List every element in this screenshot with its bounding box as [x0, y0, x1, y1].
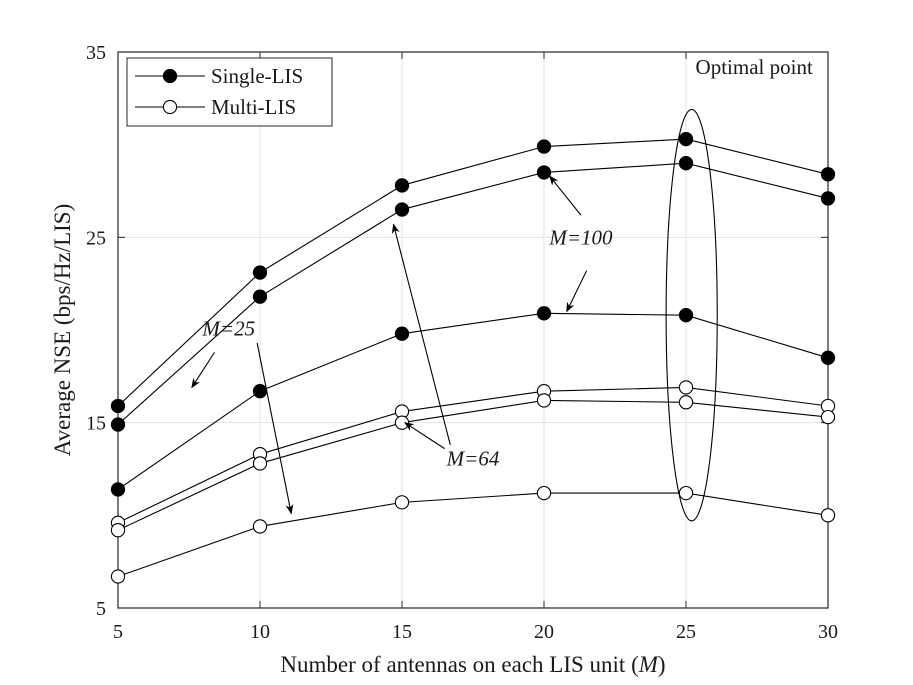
data-point-single-lis	[536, 165, 552, 180]
x-tick-label: 5	[113, 621, 123, 643]
data-point-single-lis	[536, 306, 552, 321]
optimal-point-ellipse	[665, 108, 718, 522]
data-point-multi-lis	[820, 508, 836, 523]
data-point-multi-lis	[252, 456, 268, 471]
annotations: Optimal point M=100 M=64 M=25	[191, 55, 813, 522]
legend-label: Multi-LIS	[211, 95, 296, 119]
data-point-single-lis	[252, 384, 268, 399]
series-line	[117, 386, 829, 524]
series-line	[117, 399, 829, 531]
plot-area-frame	[117, 51, 829, 609]
series-line	[117, 492, 829, 578]
x-tick-label: 20	[534, 621, 554, 643]
data-point-single-lis	[252, 265, 268, 280]
optimal-point-label: Optimal point	[696, 55, 813, 79]
data-point-single-lis	[820, 350, 836, 365]
series-line	[117, 162, 829, 425]
y-tick-label: 15	[86, 413, 106, 435]
data-point-multi-lis	[536, 393, 552, 408]
annotation-m64: M=64	[446, 446, 500, 470]
annotation-arrow	[256, 342, 294, 515]
annotation-m25: M=25	[201, 317, 255, 341]
legend-marker-single-lis	[162, 68, 178, 84]
series-line	[117, 138, 829, 407]
y-tick-label: 35	[86, 42, 106, 64]
legend-label: Single-LIS	[211, 64, 303, 88]
x-axis-label-variable: M	[638, 652, 660, 677]
data-point-single-lis	[110, 398, 126, 414]
axis-ticks: 5 10 15 20 25 30 5 15 25 35	[86, 42, 838, 643]
data-point-single-lis	[394, 326, 410, 341]
y-tick-label: 5	[96, 598, 106, 620]
x-tick-label: 30	[818, 621, 838, 643]
annotation-arrow	[549, 175, 582, 216]
data-point-single-lis	[678, 131, 694, 147]
data-point-single-lis	[678, 156, 694, 171]
data-point-multi-lis	[394, 495, 410, 510]
annotation-arrow	[404, 422, 445, 450]
legend: Single-LIS Multi-LIS	[126, 57, 333, 127]
y-axis-label: Average NSE (bps/Hz/LIS)	[50, 204, 75, 457]
legend-box	[126, 57, 333, 127]
legend-marker-multi-lis	[162, 99, 178, 115]
x-tick-label: 15	[392, 621, 412, 643]
y-tick-label: 25	[86, 227, 106, 249]
x-axis-label-text: Number of antennas on each LIS unit (	[280, 652, 638, 677]
x-tick-label: 25	[676, 621, 696, 643]
data-point-single-lis	[820, 167, 836, 182]
data-point-single-lis	[394, 202, 410, 217]
data-point-single-lis	[110, 417, 126, 432]
annotation-arrow	[566, 270, 588, 313]
data-point-single-lis	[110, 482, 126, 497]
data-series	[110, 131, 836, 584]
data-point-single-lis	[536, 139, 552, 154]
data-point-multi-lis	[252, 519, 268, 534]
data-point-single-lis	[394, 178, 410, 193]
data-point-multi-lis	[110, 569, 126, 584]
x-axis-label-close: )	[658, 652, 666, 677]
data-point-single-lis	[252, 289, 268, 304]
annotation-arrow	[391, 223, 451, 446]
data-point-multi-lis	[678, 485, 694, 501]
data-point-single-lis	[678, 308, 694, 323]
x-tick-label: 10	[250, 621, 270, 643]
data-point-multi-lis	[394, 415, 410, 430]
data-point-multi-lis	[678, 395, 694, 410]
data-point-multi-lis	[536, 485, 552, 501]
data-point-single-lis	[820, 191, 836, 206]
annotation-arrow	[191, 351, 216, 389]
data-point-multi-lis	[820, 409, 836, 425]
series-line	[117, 312, 829, 490]
data-point-multi-lis	[110, 523, 126, 538]
data-point-multi-lis	[678, 380, 694, 395]
annotation-m100: M=100	[548, 226, 613, 250]
x-axis-label: Number of antennas on each LIS unit (M)	[280, 652, 665, 677]
